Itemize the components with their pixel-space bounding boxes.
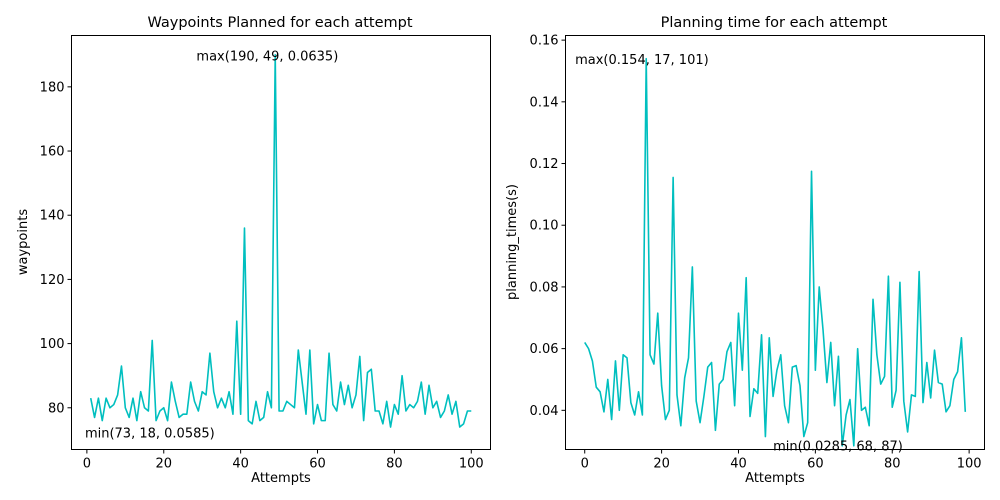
series-line <box>89 53 472 428</box>
x-axis-label: Attempts <box>251 471 311 486</box>
x-tick-label: 100 <box>957 457 982 472</box>
x-tick-label: 0 <box>581 457 589 472</box>
y-tick-label: 160 <box>40 145 65 160</box>
x-tick-label: 20 <box>653 457 670 472</box>
y-axis-label: waypoints <box>16 209 31 275</box>
y-axis-label: planning_times(s) <box>505 184 520 300</box>
y-tick-label: 0.12 <box>530 157 559 172</box>
annotation-label: min(73, 18, 0.0585) <box>85 426 215 441</box>
x-tick-label: 60 <box>309 457 326 472</box>
y-tick-label: 180 <box>40 80 65 95</box>
x-tick-label: 80 <box>884 457 901 472</box>
y-tick-label: 140 <box>40 209 65 224</box>
y-tick-label: 0.06 <box>530 342 559 357</box>
x-tick-label: 0 <box>83 457 91 472</box>
chart-title: Planning time for each attempt <box>661 15 888 31</box>
plot-area: 0 20 40 60 80 100 0.04 0.06 0.08 0.10 0.12 0.14 0.16… <box>530 34 982 472</box>
annotation-label: max(0.154, 17, 101) <box>575 53 709 68</box>
y-tick-label: 0.04 <box>530 404 559 419</box>
x-tick-label: 20 <box>155 457 172 472</box>
x-axis-label: Attempts <box>745 471 805 486</box>
y-tick-label: 100 <box>40 337 65 352</box>
y-tick-label: 120 <box>40 273 65 288</box>
plot-area: 0 20 40 60 80 100 80 100 120 140 160 180 max(190, 49… <box>40 49 484 471</box>
annotation-label: max(190, 49, 0.0635) <box>196 49 338 64</box>
planning-time-chart: Planning time for each attempt 0 20 40 60 80… <box>505 15 985 486</box>
chart-title: Waypoints Planned for each attempt <box>147 15 412 31</box>
x-tick-label: 80 <box>386 457 403 472</box>
x-tick-label: 60 <box>807 457 824 472</box>
y-tick-label: 80 <box>48 401 65 416</box>
annotation-label: min(0.0285, 68, 87) <box>773 440 903 455</box>
axes-frame <box>71 35 491 450</box>
y-tick-label: 0.14 <box>530 95 559 110</box>
x-tick-label: 40 <box>730 457 747 472</box>
y-tick-label: 0.08 <box>530 280 559 295</box>
series-line <box>584 57 967 447</box>
y-tick-label: 0.10 <box>530 219 559 234</box>
x-tick-label: 100 <box>459 457 484 472</box>
x-tick-label: 40 <box>232 457 249 472</box>
y-tick-label: 0.16 <box>530 34 559 49</box>
axes-frame <box>565 35 985 450</box>
waypoints-chart: Waypoints Planned for each attempt 0 20 40… <box>16 15 491 486</box>
